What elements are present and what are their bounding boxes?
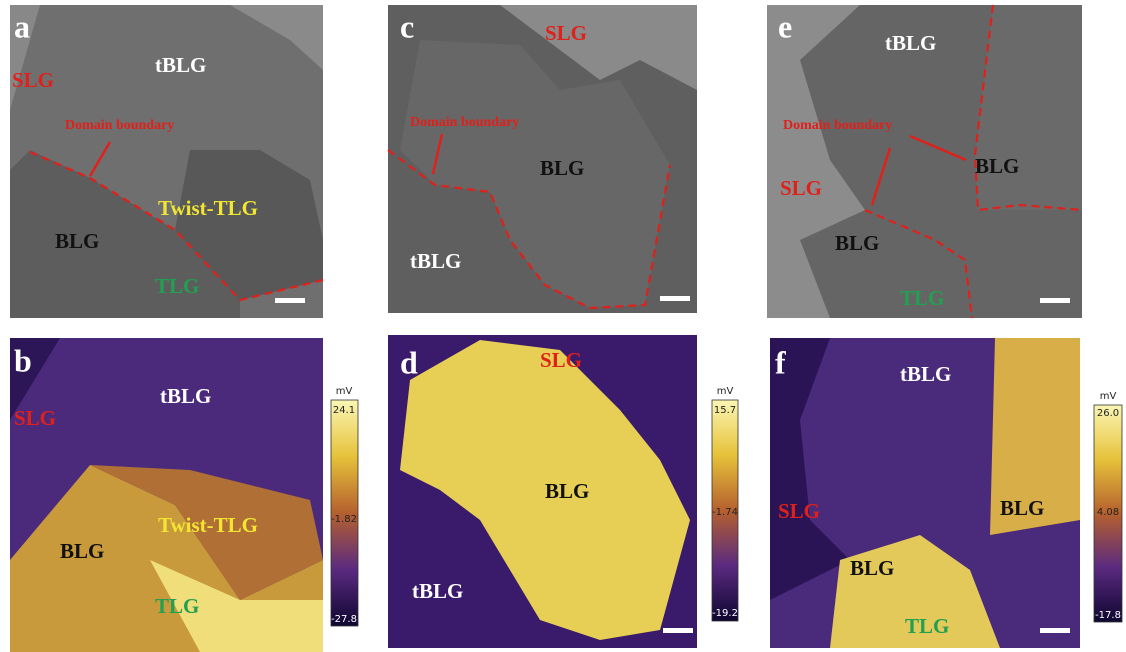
region-label: SLG	[14, 406, 56, 430]
colorbar-tick: -1.82	[331, 514, 357, 525]
region-label: SLG	[12, 68, 54, 92]
panel-letter: a	[14, 8, 30, 44]
colorbar-tick: -27.8	[331, 614, 357, 625]
colorbar-tick: 26.0	[1097, 408, 1119, 419]
region-label: TLG	[900, 286, 944, 310]
panel-d: d SLG BLG tBLG mV 15.7 -1.74 -19.2	[388, 335, 738, 648]
annotation: Domain boundary	[783, 118, 892, 133]
region-label: TLG	[155, 594, 199, 618]
colorbar-unit: mV	[1100, 391, 1117, 402]
colorbar-tick: 24.1	[333, 405, 355, 416]
region-label: BLG	[55, 229, 99, 253]
region-label: Twist-TLG	[158, 196, 258, 220]
panel-f: f tBLG SLG BLG BLG TLG mV 26.0 4.08 -17.…	[770, 338, 1122, 648]
region-label: SLG	[780, 176, 822, 200]
colorbar	[331, 400, 358, 626]
region-label: BLG	[850, 556, 894, 580]
panel-letter: f	[775, 344, 786, 380]
colorbar-tick: 4.08	[1097, 507, 1119, 518]
region-label: BLG	[60, 539, 104, 563]
colorbar-tick: -19.2	[712, 608, 738, 619]
colorbar-unit: mV	[336, 386, 353, 397]
panel-a: a tBLG SLG Domain boundary Twist-TLG BLG…	[10, 5, 323, 318]
panel-e: e tBLG Domain boundary BLG SLG BLG TLG	[767, 5, 1082, 318]
colorbar-tick: -1.74	[712, 507, 738, 518]
region-label: BLG	[1000, 496, 1044, 520]
scale-bar	[275, 298, 305, 303]
colorbar-tick: 15.7	[714, 405, 736, 416]
region-label: tBLG	[900, 362, 951, 386]
panel-letter: b	[14, 342, 32, 378]
region-label: tBLG	[885, 31, 936, 55]
region-label: SLG	[778, 499, 820, 523]
region-label: tBLG	[155, 53, 206, 77]
panel-letter: d	[400, 344, 418, 380]
region-label: tBLG	[412, 579, 463, 603]
scale-bar	[660, 296, 690, 301]
region-label: TLG	[155, 274, 199, 298]
scale-bar	[1040, 628, 1070, 633]
annotation: Domain boundary	[65, 118, 174, 133]
region-label: SLG	[545, 21, 587, 45]
page: {"panels": [ {"letter": "a", "labels": […	[0, 0, 1126, 652]
region-label: TLG	[905, 614, 949, 638]
region-label: BLG	[835, 231, 879, 255]
panel-b: b tBLG SLG Twist-TLG BLG TLG mV 24.1 -1.…	[10, 338, 358, 652]
panel-letter: c	[400, 8, 414, 44]
region-label: tBLG	[410, 249, 461, 273]
region-label: BLG	[545, 479, 589, 503]
scale-bar	[663, 628, 693, 633]
colorbar-tick: -17.8	[1095, 610, 1121, 621]
region-label: BLG	[540, 156, 584, 180]
region-label: tBLG	[160, 384, 211, 408]
region-label: Twist-TLG	[158, 513, 258, 537]
region	[975, 5, 1082, 210]
panel-c: c SLG Domain boundary BLG tBLG	[388, 5, 697, 313]
region-label: SLG	[540, 348, 582, 372]
colorbar-unit: mV	[717, 386, 734, 397]
figure: a tBLG SLG Domain boundary Twist-TLG BLG…	[0, 0, 1126, 652]
annotation: Domain boundary	[410, 115, 519, 130]
panel-letter: e	[778, 8, 792, 44]
region-label: BLG	[975, 154, 1019, 178]
scale-bar	[1040, 298, 1070, 303]
